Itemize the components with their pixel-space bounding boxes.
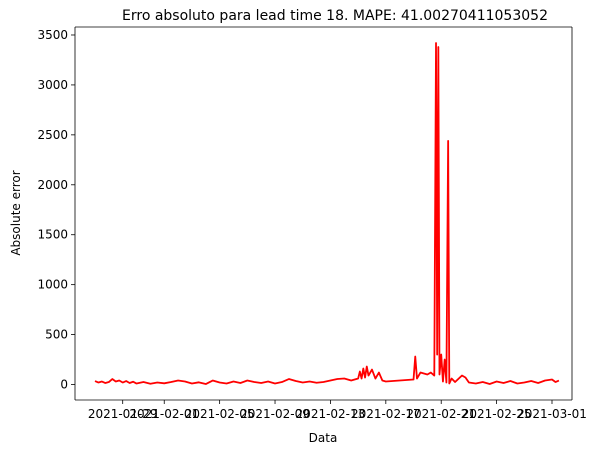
x-tick-label: 2021-02-01 [129,407,199,421]
y-tick-label: 500 [45,328,68,342]
y-tick-label: 1500 [37,228,68,242]
y-tick-label: 3500 [37,28,68,42]
x-tick-label: 2021-02-05 [185,407,255,421]
x-tick-label: 2021-01-29 [88,407,158,421]
x-tick-label: 2021-03-01 [517,407,587,421]
x-axis-label: Data [309,431,338,445]
x-tick-label: 2021-02-17 [351,407,421,421]
x-tick-label: 2021-02-25 [462,407,532,421]
x-ticks: 2021-01-292021-02-012021-02-052021-02-09… [88,400,587,421]
series-layer [94,42,560,385]
axes-layer [74,26,573,401]
y-tick-label: 3000 [37,78,68,92]
y-ticks: 0 500 1000 1500 2000 2500 3000 3500 [37,28,75,392]
x-tick-label: 2021-02-13 [296,407,366,421]
y-axis-label: Absolute error [9,170,23,255]
x-tick-label: 2021-02-21 [406,407,476,421]
x-tick-label: 2021-02-09 [240,407,310,421]
y-tick-label: 0 [60,378,68,392]
series-line-0 [94,42,560,385]
plot-area [75,27,572,400]
y-tick-label: 2000 [37,178,68,192]
y-tick-label: 1000 [37,278,68,292]
y-tick-label: 2500 [37,128,68,142]
chart-title: Erro absoluto para lead time 18. MAPE: 4… [122,8,548,24]
